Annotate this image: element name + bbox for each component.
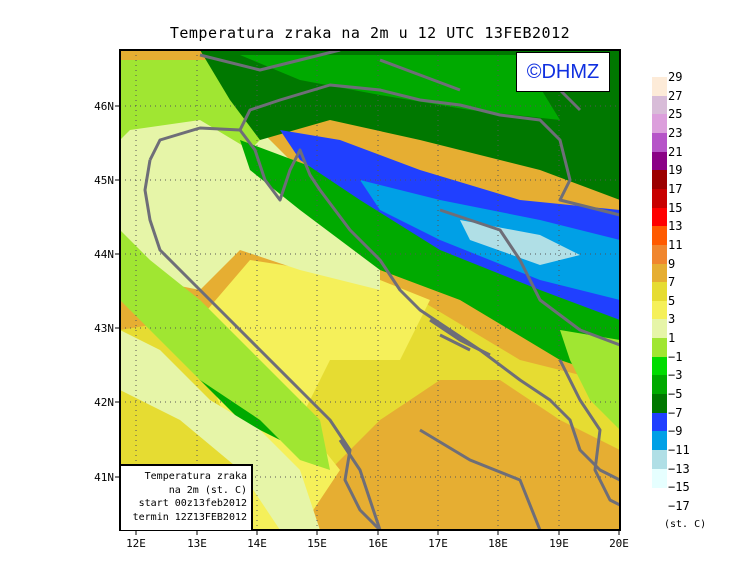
legend-swatch <box>652 151 667 171</box>
legend-label: −9 <box>668 424 683 439</box>
legend-swatch <box>652 450 667 470</box>
gridlines <box>120 50 620 530</box>
legend-label: −7 <box>668 405 683 420</box>
legend-swatch <box>652 170 667 190</box>
lon-label: 19E <box>549 537 569 550</box>
legend-label: −17 <box>668 498 690 513</box>
info-line: na 2m (st. C) <box>168 484 247 496</box>
legend-label: −11 <box>668 443 690 457</box>
legend-swatch <box>652 356 667 376</box>
legend-label: 21 <box>668 144 683 159</box>
legend-units: (st. C) <box>664 519 707 530</box>
lat-label: 43N <box>94 322 114 335</box>
legend-swatch <box>652 132 667 153</box>
info-box: Temperatura zraka na 2m (st. C) start 00… <box>121 464 253 530</box>
legend-swatch <box>652 319 667 339</box>
map-frame <box>119 49 621 531</box>
lon-label: 12E <box>126 537 146 550</box>
legend-label: 9 <box>668 256 676 271</box>
legend-swatch <box>652 95 667 115</box>
lon-label: 18E <box>488 537 508 550</box>
legend-swatch <box>652 431 667 451</box>
legend-label: −5 <box>668 387 683 402</box>
field-sw-lightyellow <box>120 330 320 530</box>
legend-label: 19 <box>668 163 683 178</box>
lat-label: 44N <box>94 248 114 261</box>
legend-label: 23 <box>668 125 683 140</box>
legend-swatch <box>652 114 667 134</box>
lat-label: 45N <box>94 174 114 187</box>
legend-label: 5 <box>668 293 676 308</box>
legend-swatch <box>652 263 667 283</box>
lon-label: 15E <box>307 537 327 550</box>
lon-label: 14E <box>247 537 267 550</box>
legend-label: 11 <box>668 237 683 252</box>
legend-label: 17 <box>668 181 683 196</box>
info-line: start 00z13feb2012 <box>138 498 247 509</box>
legend-swatch <box>652 394 667 414</box>
field-paleyellow <box>120 90 380 290</box>
field-se-green <box>560 330 620 430</box>
info-line: Temperatura zraka <box>144 471 247 482</box>
legend-label: 15 <box>668 200 683 215</box>
legend-label: 29 <box>668 70 683 84</box>
legend-swatch <box>652 282 667 302</box>
field-italy-lightgreen <box>120 230 330 470</box>
map-title: Temperatura zraka na 2m u 12 UTC 13FEB20… <box>169 24 571 42</box>
lon-label: 17E <box>428 537 448 550</box>
coastlines-borders <box>143 50 620 530</box>
legend-label: −1 <box>668 349 683 364</box>
field-green-band <box>240 140 620 380</box>
lon-label: 20E <box>609 537 629 550</box>
dhmz-logo: ©DHMZ <box>516 52 610 92</box>
legend-swatch <box>652 468 667 488</box>
legend-swatch <box>652 338 667 358</box>
tick-marks <box>115 105 620 535</box>
info-line: termin 12Z13FEB2012 <box>132 511 247 523</box>
legend-swatch <box>652 412 667 432</box>
legend-label: −15 <box>668 480 690 495</box>
legend-label: −3 <box>668 368 683 383</box>
legend-label: 27 <box>668 88 683 103</box>
legend-swatch <box>652 375 667 395</box>
field-north-green <box>240 55 560 120</box>
lon-label: 16E <box>368 537 388 550</box>
legend-swatch <box>652 207 667 227</box>
legend-label: −13 <box>668 461 690 476</box>
lat-label: 46N <box>94 100 114 113</box>
legend-swatch <box>652 226 667 246</box>
legend-swatch <box>652 244 667 264</box>
legend-label: 25 <box>668 107 683 122</box>
legend-swatch <box>652 188 667 209</box>
legend-label: 13 <box>668 219 683 234</box>
lat-label: 41N <box>94 471 114 484</box>
lat-label: 42N <box>94 396 114 409</box>
legend-swatch <box>652 77 667 97</box>
legend-swatch <box>652 300 667 320</box>
legend-label: 1 <box>668 331 676 346</box>
lon-label: 13E <box>187 537 207 550</box>
legend-label: 3 <box>668 312 676 327</box>
legend-label: 7 <box>668 275 676 290</box>
